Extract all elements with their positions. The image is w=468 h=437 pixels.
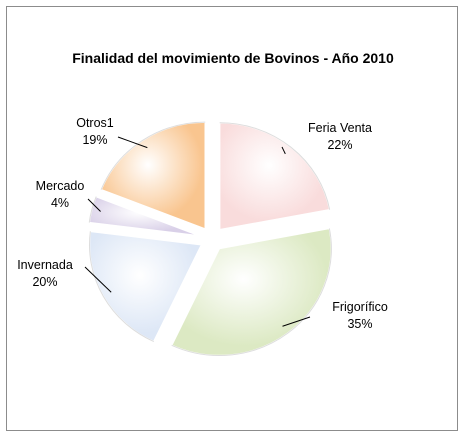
slice-value-otros1: 19% — [82, 133, 107, 147]
leader-line-mercado — [87, 198, 101, 212]
pie-chart: Finalidad del movimiento de Bovinos - Añ… — [17, 50, 394, 357]
chart-title: Finalidad del movimiento de Bovinos - Añ… — [72, 50, 394, 66]
pie-slice-feria-venta — [218, 122, 331, 231]
pie-slice-edge-otros1 — [100, 121, 206, 190]
chart-area: Finalidad del movimiento de Bovinos - Añ… — [6, 6, 458, 431]
leader-line-frigorifico — [282, 316, 311, 327]
pie-slice-invernada — [88, 230, 203, 343]
slice-label-frigorifico: Frigorífico — [332, 300, 388, 314]
slice-label-invernada: Invernada — [17, 258, 73, 272]
pie-slice-edge-frigorifico — [171, 228, 332, 356]
slice-label-mercado: Mercado — [36, 179, 85, 193]
slice-label-otros1: Otros1 — [76, 116, 114, 130]
pie-slice-mercado — [88, 195, 201, 237]
pie-slice-edge-invernada — [89, 231, 155, 343]
slice-value-invernada: 20% — [32, 275, 57, 289]
slice-value-frigorifico: 35% — [347, 317, 372, 331]
leader-line-feria-venta — [281, 146, 286, 155]
slice-label-feria-venta: Feria Venta — [308, 121, 372, 135]
leader-line-otros1 — [117, 136, 148, 149]
slice-value-mercado: 4% — [51, 196, 69, 210]
pie-slice-otros1 — [100, 121, 207, 231]
leader-line-invernada — [84, 266, 112, 293]
slice-value-feria-venta: 22% — [327, 138, 352, 152]
pie-slice-edge-feria-venta — [219, 122, 331, 210]
pie-slice-edge-mercado — [88, 196, 97, 223]
